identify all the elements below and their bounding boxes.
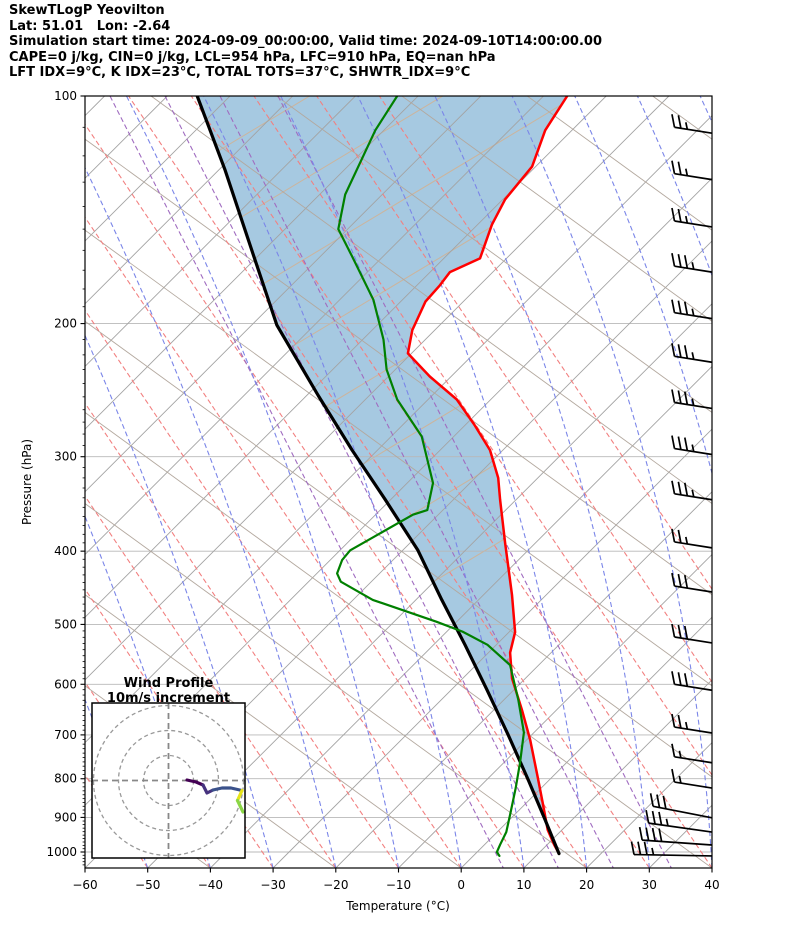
- svg-text:200: 200: [54, 317, 77, 331]
- axis-labels: Temperature (°C) Pressure (hPa): [20, 439, 450, 913]
- wind-barb: [630, 841, 713, 857]
- svg-text:20: 20: [579, 878, 594, 892]
- lat-lon-line: Lat: 51.01 Lon: -2.64: [9, 18, 171, 34]
- svg-text:−40: −40: [198, 878, 223, 892]
- red-dashed-dry-adiabats: [85, 96, 712, 868]
- wind-barb: [671, 671, 713, 692]
- temperature-curve: [406, 96, 569, 855]
- wind-barb: [671, 343, 713, 364]
- svg-text:Wind Profile: Wind Profile: [124, 676, 214, 691]
- time-line: Simulation start time: 2024-09-09_00:00:…: [9, 34, 602, 50]
- svg-text:0: 0: [457, 878, 465, 892]
- svg-text:−30: −30: [260, 878, 285, 892]
- svg-text:−60: −60: [72, 878, 97, 892]
- svg-text:30: 30: [642, 878, 657, 892]
- purple-dashed-lines: [109, 96, 672, 868]
- wind-barb: [671, 389, 713, 410]
- wind-barb: [671, 299, 713, 320]
- svg-text:400: 400: [54, 544, 77, 558]
- wind-barb: [671, 160, 713, 181]
- svg-text:600: 600: [54, 677, 77, 691]
- svg-text:−20: −20: [323, 878, 348, 892]
- wind-barb: [671, 713, 713, 734]
- svg-text:700: 700: [54, 728, 77, 742]
- wind-barbs: [630, 114, 713, 857]
- wind-barb: [671, 623, 713, 644]
- wind-barb: [649, 793, 713, 819]
- wind-barb: [671, 253, 713, 273]
- wind-barb: [671, 207, 713, 228]
- cape-indices-line: CAPE=0 j/kg, CIN=0 j/kg, LCL=954 hPa, LF…: [9, 49, 496, 65]
- wind-barb: [671, 480, 713, 501]
- wind-barb: [671, 572, 713, 593]
- header-block: SkewTLogP Yeovilton Lat: 51.01 Lon: -2.6…: [9, 3, 602, 81]
- svg-text:800: 800: [54, 772, 77, 786]
- wind-barb: [638, 826, 713, 846]
- svg-text:100: 100: [54, 89, 77, 103]
- svg-text:40: 40: [704, 878, 719, 892]
- svg-text:−10: −10: [386, 878, 411, 892]
- parcel-curve: [195, 96, 561, 856]
- svg-text:Pressure (hPa): Pressure (hPa): [20, 439, 34, 525]
- dewpoint-curve: [336, 96, 526, 858]
- wind-barb: [645, 809, 713, 833]
- svg-text:Temperature (°C): Temperature (°C): [345, 899, 450, 913]
- svg-text:−50: −50: [135, 878, 160, 892]
- svg-text:300: 300: [54, 450, 77, 464]
- svg-text:10: 10: [516, 878, 531, 892]
- wind-barb: [671, 768, 713, 789]
- stability-indices-line: LFT IDX=9°C, K IDX=23°C, TOTAL TOTS=37°C…: [9, 65, 471, 81]
- svg-text:1000: 1000: [46, 845, 77, 859]
- wind-barb: [671, 528, 713, 549]
- svg-text:10m/s increment: 10m/s increment: [107, 691, 230, 706]
- svg-text:500: 500: [54, 617, 77, 631]
- isotherm-lines: [85, 96, 712, 868]
- wind-barb: [671, 435, 713, 456]
- wind-barb: [671, 114, 713, 135]
- plot-title: SkewTLogP Yeovilton: [9, 3, 165, 18]
- wind-barb: [671, 743, 713, 764]
- svg-text:900: 900: [54, 810, 77, 824]
- hodograph-trace: [185, 778, 245, 814]
